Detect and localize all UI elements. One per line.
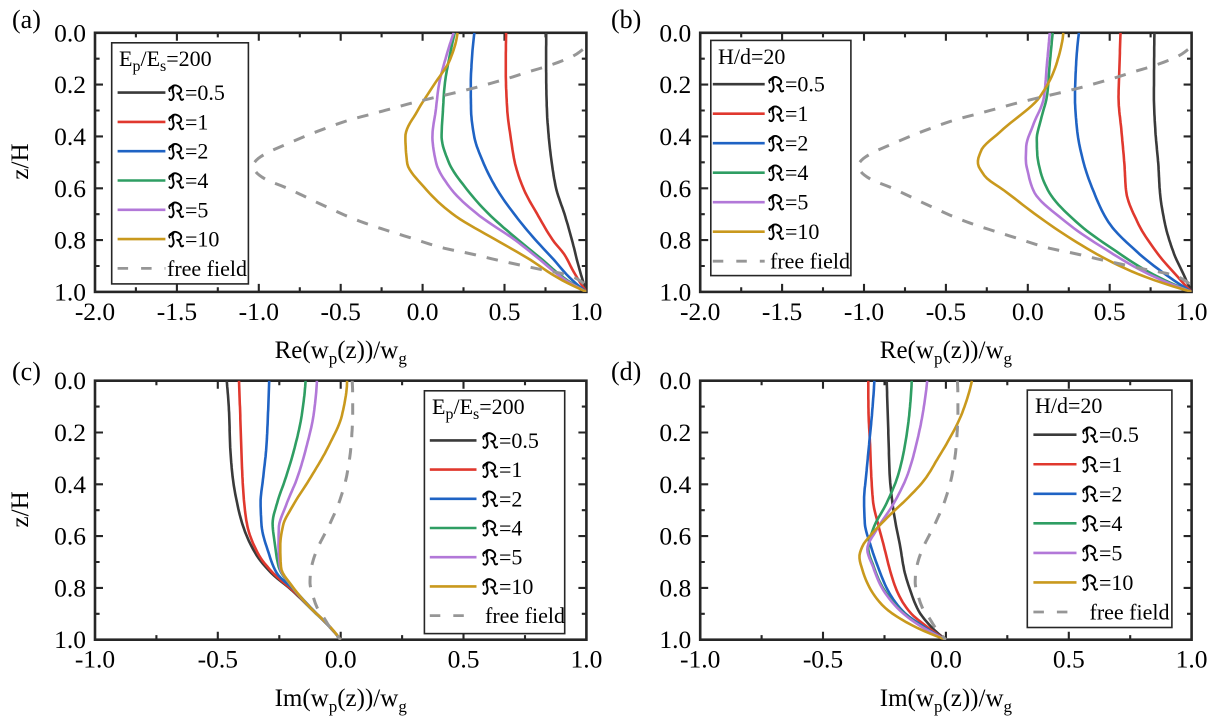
svg-text:=0.5: =0.5	[1099, 422, 1139, 447]
svg-text:0.5: 0.5	[489, 297, 521, 326]
svg-text:Re(wp(z))/wg: Re(wp(z))/wg	[880, 337, 1013, 368]
svg-text:Re(wp(z))/wg: Re(wp(z))/wg	[275, 337, 408, 368]
svg-text:0.2: 0.2	[54, 418, 86, 447]
svg-text:free field: free field	[770, 249, 850, 274]
svg-text:-0.5: -0.5	[321, 297, 361, 326]
svg-text:0.5: 0.5	[1094, 297, 1126, 326]
svg-text:0.0: 0.0	[659, 366, 691, 395]
svg-text:-0.5: -0.5	[926, 297, 966, 326]
svg-text:0.6: 0.6	[54, 174, 86, 203]
svg-text:1.0: 1.0	[54, 625, 86, 654]
svg-text:0.0: 0.0	[407, 297, 439, 326]
svg-text:Im(wp(z))/wg: Im(wp(z))/wg	[275, 685, 408, 716]
svg-text:=1: =1	[185, 109, 208, 134]
svg-text:=5: =5	[499, 545, 522, 570]
svg-text:=0.5: =0.5	[499, 428, 539, 453]
svg-text:=4: =4	[1099, 511, 1122, 536]
svg-text:=4: =4	[499, 516, 522, 541]
svg-text:0.4: 0.4	[659, 122, 691, 151]
svg-text:-0.5: -0.5	[803, 645, 843, 674]
svg-text:=2: =2	[1099, 481, 1122, 506]
svg-text:-0.5: -0.5	[198, 645, 238, 674]
svg-text:0.5: 0.5	[1053, 645, 1085, 674]
svg-text:0.5: 0.5	[448, 645, 480, 674]
svg-text:(b): (b)	[611, 5, 641, 34]
svg-text:Im(wp(z))/wg: Im(wp(z))/wg	[880, 685, 1013, 716]
svg-text:1.0: 1.0	[54, 277, 86, 306]
svg-text:0.2: 0.2	[659, 70, 691, 99]
svg-text:1.0: 1.0	[659, 625, 691, 654]
svg-text:-1.5: -1.5	[157, 297, 197, 326]
svg-text:0.0: 0.0	[54, 366, 86, 395]
svg-text:0.0: 0.0	[54, 18, 86, 47]
svg-text:free field: free field	[167, 256, 247, 281]
svg-text:=1: =1	[499, 457, 522, 482]
svg-text:=4: =4	[785, 160, 808, 185]
svg-text:=1: =1	[785, 101, 808, 126]
svg-text:z/H: z/H	[7, 143, 34, 179]
svg-text:0.2: 0.2	[54, 70, 86, 99]
svg-text:0.4: 0.4	[54, 122, 86, 151]
svg-text:=2: =2	[499, 486, 522, 511]
svg-text:=1: =1	[1099, 452, 1122, 477]
svg-text:0.0: 0.0	[659, 18, 691, 47]
svg-text:0.8: 0.8	[54, 573, 86, 602]
svg-text:(d): (d)	[611, 357, 641, 386]
svg-text:0.0: 0.0	[930, 645, 962, 674]
svg-text:1.0: 1.0	[1176, 297, 1208, 326]
svg-text:=5: =5	[785, 190, 808, 215]
svg-text:-1.0: -1.0	[844, 297, 884, 326]
svg-text:0.6: 0.6	[659, 522, 691, 551]
svg-text:0.6: 0.6	[54, 522, 86, 551]
svg-text:1.0: 1.0	[570, 297, 602, 326]
svg-text:=10: =10	[785, 219, 819, 244]
svg-text:-2.0: -2.0	[680, 297, 720, 326]
svg-text:0.0: 0.0	[1012, 297, 1044, 326]
svg-text:0.8: 0.8	[54, 226, 86, 255]
svg-text:0.4: 0.4	[659, 470, 691, 499]
svg-text:-2.0: -2.0	[75, 297, 115, 326]
svg-text:0.0: 0.0	[325, 645, 357, 674]
svg-text:=10: =10	[1099, 570, 1133, 595]
svg-text:free field: free field	[1090, 600, 1170, 625]
svg-text:=2: =2	[185, 139, 208, 164]
svg-text:(a): (a)	[12, 5, 41, 34]
svg-text:=0.5: =0.5	[785, 72, 825, 97]
svg-text:1.0: 1.0	[570, 645, 602, 674]
svg-text:(c): (c)	[12, 357, 41, 386]
svg-text:-1.0: -1.0	[75, 645, 115, 674]
svg-text:-1.0: -1.0	[239, 297, 279, 326]
svg-text:H/d=20: H/d=20	[718, 44, 785, 69]
svg-text:-1.5: -1.5	[762, 297, 802, 326]
svg-text:1.0: 1.0	[659, 277, 691, 306]
svg-text:0.2: 0.2	[659, 418, 691, 447]
svg-text:=0.5: =0.5	[185, 80, 225, 105]
svg-text:0.8: 0.8	[659, 226, 691, 255]
svg-text:1.0: 1.0	[1176, 645, 1208, 674]
svg-text:=5: =5	[1099, 540, 1122, 565]
svg-text:=5: =5	[185, 197, 208, 222]
svg-text:=10: =10	[185, 227, 219, 252]
svg-text:=4: =4	[185, 168, 208, 193]
svg-text:-1.0: -1.0	[680, 645, 720, 674]
svg-text:z/H: z/H	[7, 491, 34, 527]
svg-text:H/d=20: H/d=20	[1035, 393, 1102, 418]
svg-text:=2: =2	[785, 131, 808, 156]
svg-text:free field: free field	[485, 603, 565, 628]
svg-text:0.4: 0.4	[54, 470, 86, 499]
svg-text:0.8: 0.8	[659, 573, 691, 602]
svg-text:=10: =10	[499, 574, 533, 599]
svg-text:0.6: 0.6	[659, 174, 691, 203]
